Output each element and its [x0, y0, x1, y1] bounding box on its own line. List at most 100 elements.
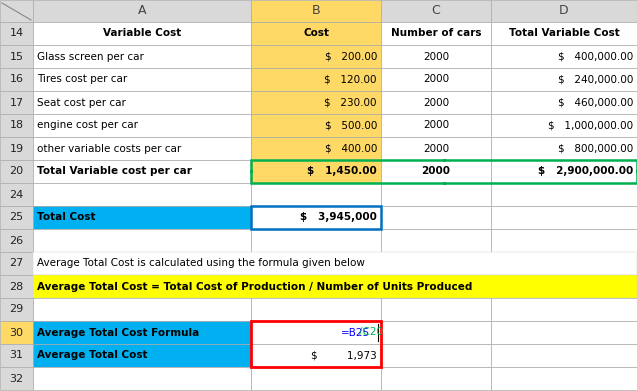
Bar — [33, 45, 251, 68]
Text: engine cost per car: engine cost per car — [37, 120, 138, 131]
Text: 17: 17 — [10, 97, 24, 108]
Bar — [0, 22, 33, 45]
Text: 19: 19 — [10, 143, 24, 154]
Text: 26: 26 — [10, 235, 24, 246]
Bar — [251, 22, 381, 45]
Bar — [251, 321, 381, 367]
Text: Cost: Cost — [303, 29, 329, 38]
Bar — [33, 229, 251, 252]
Bar — [491, 206, 637, 229]
Bar — [0, 206, 33, 229]
Bar — [491, 367, 637, 390]
Text: B: B — [311, 5, 320, 18]
Bar — [381, 321, 491, 344]
Bar — [0, 114, 33, 137]
Bar — [251, 344, 381, 367]
Bar — [443, 158, 445, 161]
Text: Variable Cost: Variable Cost — [103, 29, 181, 38]
Bar — [0, 344, 33, 367]
Bar — [381, 137, 491, 160]
Text: /C20: /C20 — [359, 328, 383, 337]
Bar — [491, 68, 637, 91]
Text: Tires cost per car: Tires cost per car — [37, 75, 127, 84]
Bar — [0, 91, 33, 114]
Text: Seat cost per car: Seat cost per car — [37, 97, 126, 108]
Bar — [636, 170, 637, 173]
Text: 20: 20 — [10, 167, 24, 176]
Text: 31: 31 — [10, 350, 24, 361]
Text: $   1,450.00: $ 1,450.00 — [307, 167, 377, 176]
Text: Glass screen per car: Glass screen per car — [37, 52, 144, 61]
Text: 32: 32 — [10, 373, 24, 384]
Bar — [381, 229, 491, 252]
Bar — [381, 183, 491, 206]
Text: other variable costs per car: other variable costs per car — [37, 143, 182, 154]
Bar — [251, 68, 381, 91]
Text: $   1,000,000.00: $ 1,000,000.00 — [548, 120, 633, 131]
Bar — [491, 321, 637, 344]
Text: $   500.00: $ 500.00 — [325, 120, 377, 131]
Bar — [491, 160, 637, 183]
Bar — [0, 275, 33, 298]
Bar — [381, 298, 491, 321]
Bar — [33, 252, 637, 275]
Bar — [33, 183, 251, 206]
Bar — [0, 229, 33, 252]
Bar — [381, 114, 491, 137]
Text: Total Cost: Total Cost — [37, 212, 96, 222]
Bar — [443, 181, 445, 185]
Text: $   400.00: $ 400.00 — [325, 143, 377, 154]
Text: Average Total Cost Formula: Average Total Cost Formula — [37, 328, 199, 337]
Bar — [491, 22, 637, 45]
Text: 27: 27 — [10, 258, 24, 269]
Text: Total Variable cost per car: Total Variable cost per car — [37, 167, 192, 176]
Bar — [33, 160, 251, 183]
Text: 30: 30 — [10, 328, 24, 337]
Bar — [0, 137, 33, 160]
Text: $   230.00: $ 230.00 — [324, 97, 377, 108]
Text: 2000: 2000 — [423, 143, 449, 154]
Bar — [251, 45, 381, 68]
Bar — [491, 183, 637, 206]
Bar — [491, 298, 637, 321]
Bar — [381, 68, 491, 91]
Bar — [0, 321, 33, 344]
Bar — [251, 367, 381, 390]
Bar — [251, 0, 381, 22]
Bar — [251, 321, 381, 344]
Bar — [251, 206, 381, 229]
Text: D: D — [559, 5, 569, 18]
Text: 29: 29 — [10, 305, 24, 314]
Text: A: A — [138, 5, 147, 18]
Bar — [0, 68, 33, 91]
Text: 25: 25 — [10, 212, 24, 222]
Bar — [251, 91, 381, 114]
Text: $   460,000.00: $ 460,000.00 — [557, 97, 633, 108]
Bar — [250, 170, 252, 173]
Text: Average Total Cost is calculated using the formula given below: Average Total Cost is calculated using t… — [37, 258, 365, 269]
Text: Average Total Cost: Average Total Cost — [37, 350, 148, 361]
Bar — [381, 206, 491, 229]
Bar — [0, 183, 33, 206]
Bar — [491, 229, 637, 252]
Bar — [33, 68, 251, 91]
Text: Total Variable Cost: Total Variable Cost — [508, 29, 619, 38]
Bar — [491, 91, 637, 114]
Text: 2000: 2000 — [423, 97, 449, 108]
Bar — [0, 367, 33, 390]
Text: $   800,000.00: $ 800,000.00 — [558, 143, 633, 154]
Text: $   400,000.00: $ 400,000.00 — [558, 52, 633, 61]
Text: 28: 28 — [10, 282, 24, 292]
Text: 14: 14 — [10, 29, 24, 38]
Bar — [33, 275, 637, 298]
Bar — [33, 91, 251, 114]
Text: 2000: 2000 — [422, 167, 450, 176]
Bar — [33, 137, 251, 160]
Bar — [33, 367, 251, 390]
Text: 2000: 2000 — [423, 75, 449, 84]
Bar — [491, 45, 637, 68]
Bar — [33, 0, 251, 22]
Bar — [491, 137, 637, 160]
Bar — [251, 183, 381, 206]
Bar — [0, 0, 33, 22]
